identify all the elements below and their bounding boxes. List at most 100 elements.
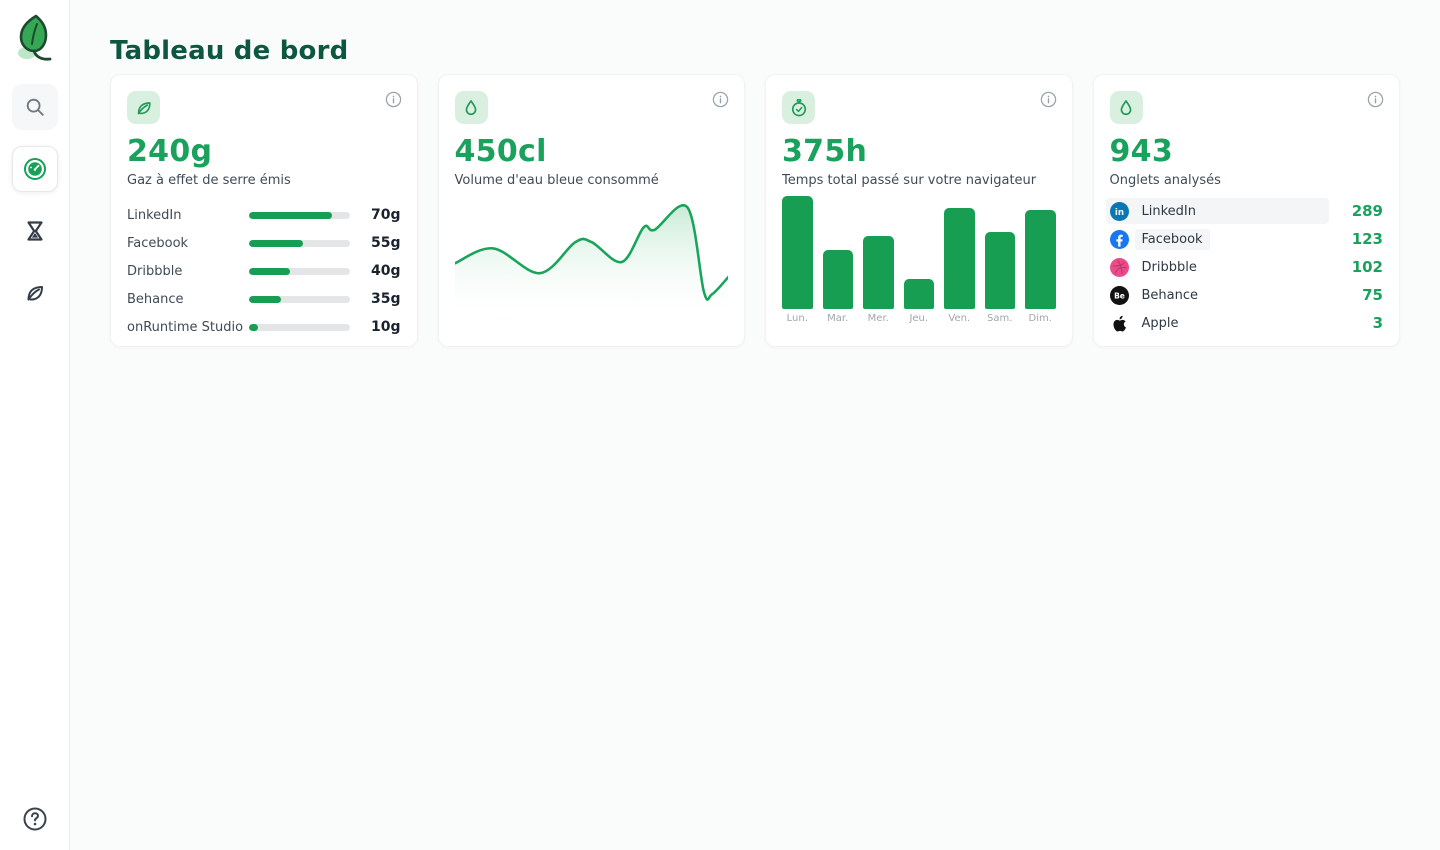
water-area-chart: [454, 204, 728, 324]
card-analysed-tabs: 943 Onglets analysés in LinkedIn 289: [1092, 74, 1400, 347]
hourglass-icon: [26, 221, 43, 241]
stat-row-behance: Behance 35g: [127, 285, 401, 313]
stat-row-linkedin: LinkedIn 70g: [127, 201, 401, 229]
tab-row-behance[interactable]: Be Behance 75: [1109, 281, 1383, 309]
gas-stat-list: LinkedIn 70g Facebook 55g Dribbble 40g: [127, 201, 401, 341]
behance-icon: Be: [1109, 285, 1129, 305]
info-button[interactable]: [712, 91, 729, 108]
bar-tuesday: Mar.: [822, 196, 853, 328]
tab-label: Behance: [1141, 287, 1199, 303]
water-drop-icon: [1120, 99, 1132, 115]
stat-row-facebook: Facebook 55g: [127, 229, 401, 257]
help-icon: [23, 807, 46, 831]
tabs-list: in LinkedIn 289 Facebook 123: [1105, 197, 1383, 337]
info-button[interactable]: [1040, 91, 1057, 108]
info-icon: [1367, 91, 1384, 108]
sidebar-item-history[interactable]: [12, 208, 58, 254]
time-bar-chart: Lun. Mar. Mer. Jeu.: [782, 196, 1056, 328]
dribbble-icon: [1109, 257, 1129, 277]
leaf-icon: [27, 286, 43, 301]
metric-label: Temps total passé sur votre navigateur: [782, 173, 1037, 188]
tab-value: 102: [1351, 258, 1383, 276]
metric-value: 450cl: [454, 134, 547, 169]
leaf-icon: [137, 101, 151, 114]
progress-fill: [249, 267, 291, 275]
tab-row-linkedin[interactable]: in LinkedIn 289: [1105, 197, 1383, 225]
facebook-icon: [1109, 229, 1129, 249]
stat-row-dribbble: Dribbble 40g: [127, 257, 401, 285]
leaf-logo-icon[interactable]: [12, 12, 58, 68]
bar-friday: Ven.: [944, 196, 975, 328]
metric-value: 240g: [127, 134, 213, 169]
bar-label: Lun.: [786, 313, 808, 324]
metric-label: Gaz à effet de serre émis: [127, 173, 291, 188]
card-chip: [127, 91, 160, 124]
water-drop-icon: [465, 99, 477, 115]
info-icon: [1040, 91, 1056, 108]
stat-value: 35g: [370, 291, 401, 307]
tab-value: 3: [1372, 314, 1383, 332]
stat-row-onruntime: onRuntime Studio 10g: [127, 313, 401, 341]
info-button[interactable]: [385, 91, 402, 108]
card-chip: [1109, 91, 1143, 124]
progress-track: [249, 295, 350, 303]
tab-row-apple[interactable]: Apple 3: [1110, 309, 1383, 337]
bar-label: Mer.: [867, 313, 889, 324]
card-chip: [454, 91, 488, 124]
card-greenhouse-gas: 240g Gaz à effet de serre émis LinkedIn …: [110, 74, 418, 347]
svg-text:in: in: [1114, 208, 1123, 218]
sidebar: [0, 0, 70, 850]
sidebar-item-eco[interactable]: [12, 270, 58, 316]
tab-label: Apple: [1141, 315, 1179, 331]
linkedin-icon: in: [1109, 201, 1129, 221]
info-icon: [385, 91, 401, 108]
stat-value: 10g: [370, 319, 401, 335]
metric-value: 375h: [782, 134, 868, 169]
stat-label: Behance: [127, 291, 184, 307]
stat-label: onRuntime Studio: [127, 319, 244, 335]
bar: [863, 235, 894, 309]
bar-saturday: Sam.: [984, 196, 1015, 328]
bar-label: Jeu.: [909, 313, 929, 324]
bar-label: Mar.: [827, 313, 849, 324]
stat-value: 40g: [370, 263, 401, 279]
stopwatch-icon: [791, 98, 806, 116]
svg-text:Be: Be: [1114, 291, 1125, 300]
bar-sunday: Dim.: [1025, 196, 1056, 328]
dashboard-gauge-icon: [23, 158, 46, 180]
stat-value: 70g: [370, 207, 401, 223]
info-icon: [712, 91, 729, 108]
bar: [903, 278, 934, 309]
tab-row-facebook[interactable]: Facebook 123: [1109, 225, 1383, 253]
help-button[interactable]: [18, 802, 52, 836]
sidebar-item-search[interactable]: [11, 84, 58, 130]
tab-row-dribbble[interactable]: Dribbble 102: [1109, 253, 1383, 281]
stat-label: Dribbble: [127, 263, 183, 279]
card-chip: [782, 91, 815, 124]
progress-fill: [249, 323, 259, 331]
progress-fill: [249, 239, 304, 247]
metric-label: Onglets analysés: [1109, 173, 1221, 188]
page-title: Tableau de bord: [110, 36, 349, 66]
bar-wednesday: Mer.: [863, 196, 894, 328]
cards-row: 240g Gaz à effet de serre émis LinkedIn …: [110, 74, 1400, 347]
main-content: Tableau de bord 240g: [70, 0, 1440, 850]
info-button[interactable]: [1367, 91, 1384, 108]
card-water-volume: 450cl Volume d'eau bleue consommé: [437, 74, 745, 347]
progress-track: [249, 267, 350, 275]
sidebar-item-dashboard[interactable]: [11, 146, 58, 192]
metric-value: 943: [1109, 134, 1174, 169]
search-icon: [26, 98, 44, 116]
bar-label: Ven.: [948, 313, 971, 324]
apple-icon: [1112, 315, 1126, 331]
stat-value: 55g: [370, 235, 401, 251]
tab-value: 123: [1351, 230, 1383, 248]
progress-track: [249, 323, 350, 331]
bar: [782, 196, 813, 309]
stat-label: LinkedIn: [127, 207, 182, 223]
bar-monday: Lun.: [782, 196, 813, 328]
bar: [822, 250, 853, 309]
tab-value: 75: [1362, 286, 1383, 304]
tab-value: 289: [1351, 202, 1383, 220]
